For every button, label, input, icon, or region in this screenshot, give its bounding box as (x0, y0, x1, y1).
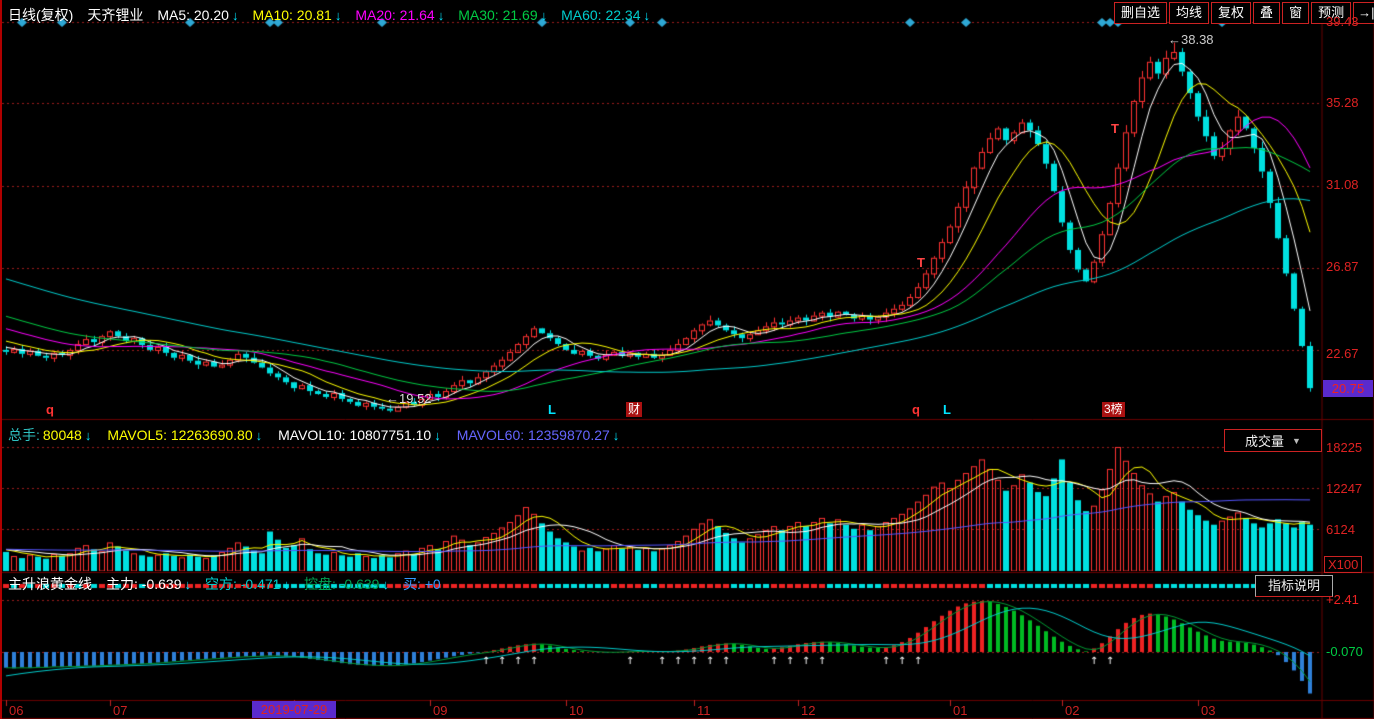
overlay-button[interactable]: 叠 (1253, 2, 1281, 24)
last-price-badge: 20.75 (1323, 380, 1373, 397)
quote-info-row: 日线(复权) 天齐锂业 MA5: 20.20 ↓ MA10: 20.81 ↓ M… (8, 5, 650, 25)
stock-name[interactable]: 天齐锂业 (87, 7, 144, 23)
down-arrow-icon: ↓ (334, 7, 342, 23)
event-letter-marker: q (46, 402, 54, 417)
down-arrow-icon: ↓ (540, 7, 548, 23)
ma10-value: MA10: 20.81 ↓ (252, 7, 342, 23)
event-letter-marker: T (1111, 121, 1119, 136)
price-axis-label: 22.67 (1326, 346, 1359, 361)
indicator-header-row: 主升浪黄金线 主力: -0.639 ↓ 空方: -0.471 ↓ 控盘: -0.… (8, 574, 441, 594)
toolbar: 删自选 均线 复权 叠 窗 预测 →| ▼ (1114, 2, 1374, 24)
indicator-main-force: 主力: -0.639 ↓ (106, 576, 191, 592)
indicator-title: 主升浪黄金线 (8, 576, 92, 592)
window-button[interactable]: 窗 (1282, 2, 1310, 24)
event-letter-marker: q (912, 402, 920, 417)
ma30-value: MA30: 21.69 ↓ (458, 7, 548, 23)
event-badge-marker: 3榜 (1102, 402, 1125, 417)
down-arrow-icon: ↓ (643, 7, 651, 23)
indicator-axis-baseline: -0.070 (1326, 644, 1363, 659)
event-letter-marker: T (917, 255, 925, 270)
month-tick-label: 02 (1065, 703, 1080, 718)
month-tick-label: 12 (801, 703, 816, 718)
ma-lines-button[interactable]: 均线 (1169, 2, 1210, 24)
volume-header-row: 总手: 80048 ↓ MAVOL5: 12263690.80 ↓ MAVOL1… (8, 425, 619, 445)
price-axis-label: 39.43 (1326, 14, 1359, 29)
volume-axis-label: 18225 (1326, 440, 1363, 455)
month-tick-label: 03 (1201, 703, 1216, 718)
mavol10-value: MAVOL10: 10807751.10 ↓ (278, 427, 441, 443)
month-tick-label: 01 (953, 703, 968, 718)
price-axis-label: 31.08 (1326, 177, 1359, 192)
price-extreme-annotation: ←38.38 (1168, 32, 1214, 47)
month-tick-label: 11 (697, 703, 711, 718)
indicator-help-button[interactable]: 指标说明 (1255, 575, 1333, 597)
down-arrow-icon: ↓ (231, 7, 239, 23)
indicator-short-side: 空方: -0.471 ↓ (204, 576, 290, 592)
down-arrow-icon: ↓ (84, 427, 92, 443)
down-arrow-icon: ↓ (437, 7, 445, 23)
down-arrow-icon: ↓ (184, 576, 191, 592)
delete-watchlist-button[interactable]: 删自选 (1114, 2, 1168, 24)
indicator-control: 控盘: -0.639 ↓ (303, 576, 389, 592)
month-tick-label: 07 (113, 703, 128, 718)
selected-date-label: 2019-07-29 (252, 701, 336, 718)
month-tick-label: 10 (569, 703, 584, 718)
volume-unit-label: X100 (1324, 556, 1363, 573)
indicator-axis-top: +2.41 (1326, 592, 1359, 607)
period-label[interactable]: 日线(复权) (8, 7, 74, 23)
chevron-down-icon: ▼ (1292, 435, 1301, 446)
adjust-rights-button[interactable]: 复权 (1211, 2, 1252, 24)
down-arrow-icon: ↓ (612, 427, 620, 443)
event-letter-marker: L (548, 402, 556, 417)
event-badge-marker: 财 (626, 402, 643, 417)
ma5-value: MA5: 20.20 ↓ (157, 7, 239, 23)
down-arrow-icon: ↓ (382, 576, 389, 592)
volume-indicator-selector[interactable]: 成交量 ▼ (1224, 429, 1322, 452)
month-tick-label: 09 (433, 703, 448, 718)
down-arrow-icon: ↓ (434, 427, 441, 443)
price-extreme-annotation: ←19.52 (386, 391, 432, 406)
top-header-bar: 日线(复权) 天齐锂业 MA5: 20.20 ↓ MA10: 20.81 ↓ M… (2, 0, 1374, 28)
volume-axis-label: 12247 (1326, 481, 1363, 496)
indicator-buy: 买: +0 (402, 576, 441, 592)
mavol5-value: MAVOL5: 12263690.80 ↓ (107, 427, 263, 443)
skip-to-end-icon[interactable]: →| (1353, 2, 1374, 24)
price-axis-label: 26.87 (1326, 259, 1359, 274)
forecast-button[interactable]: 预测 (1311, 2, 1352, 24)
ma20-value: MA20: 21.64 ↓ (355, 7, 445, 23)
down-arrow-icon: ↓ (283, 576, 290, 592)
volume-axis-label: 6124 (1326, 522, 1355, 537)
price-axis-label: 35.28 (1326, 95, 1359, 110)
month-tick-label: 06 (9, 703, 24, 718)
mavol60-value: MAVOL60: 12359870.27 ↓ (456, 427, 620, 443)
event-letter-marker: L (943, 402, 951, 417)
total-volume: 总手: 80048 ↓ (8, 427, 92, 443)
ma60-value: MA60: 22.34 ↓ (561, 7, 651, 23)
down-arrow-icon: ↓ (255, 427, 263, 443)
